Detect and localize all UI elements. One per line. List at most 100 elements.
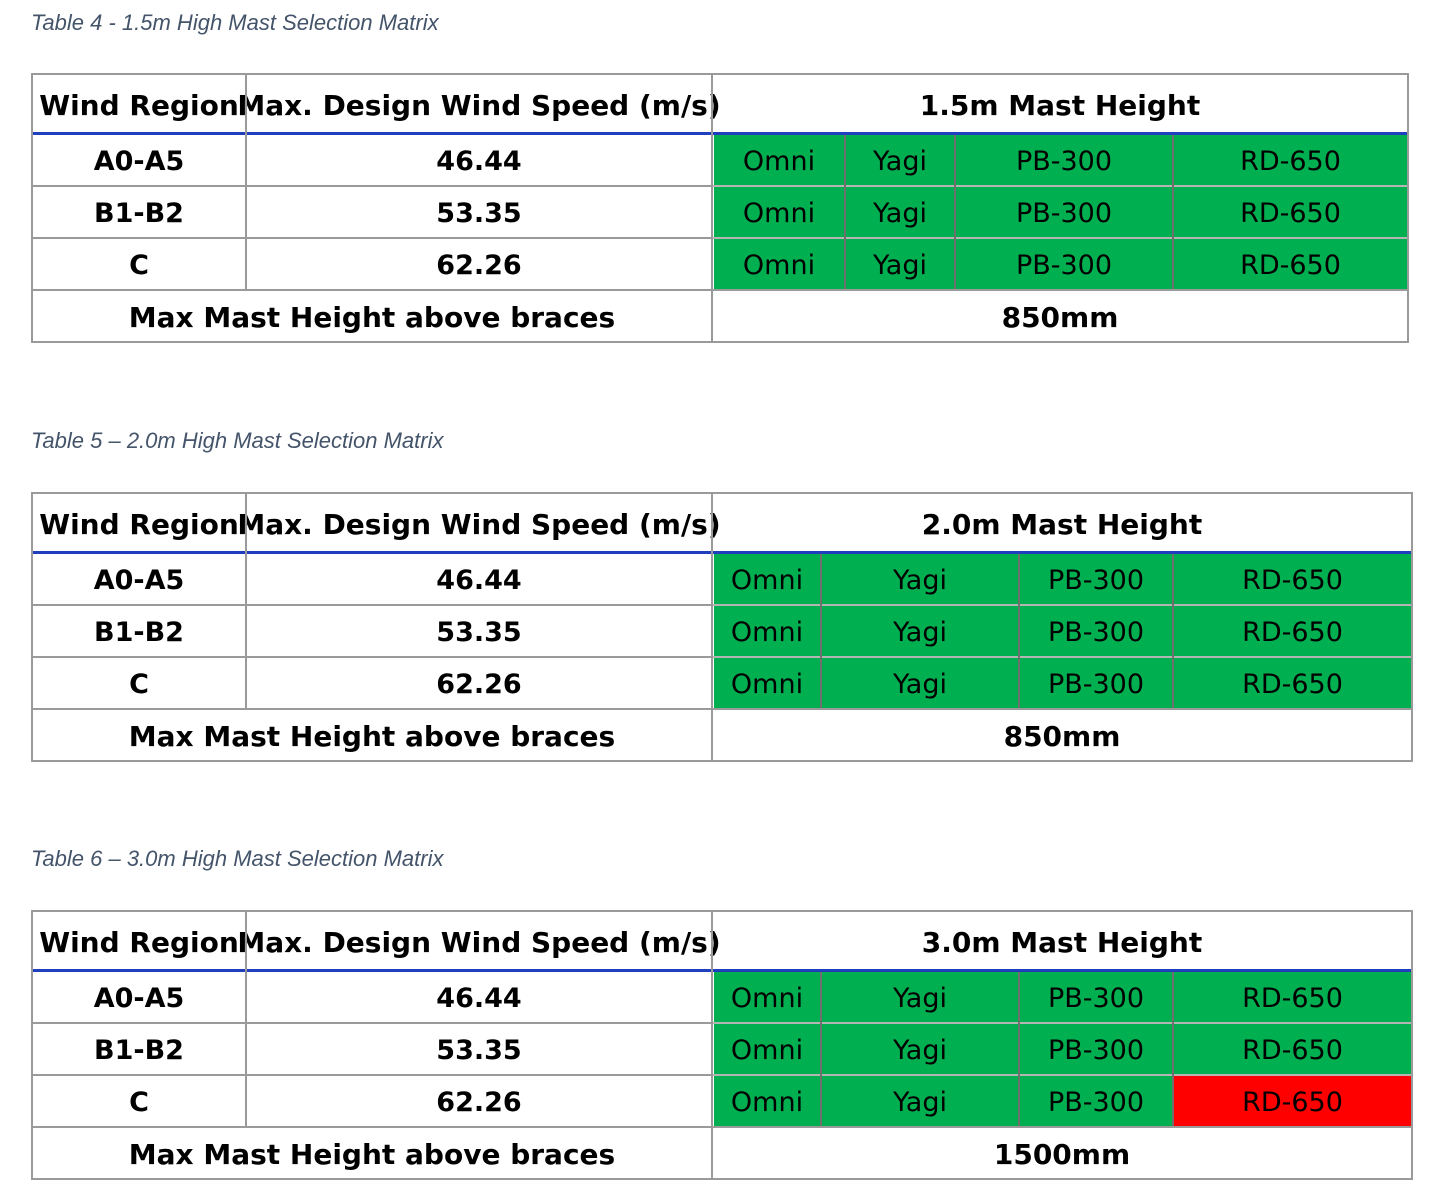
mast-selection-table: Wind Region Max. Design Wind Speed (m/s) 1… — [31, 73, 1409, 343]
column-divider — [245, 75, 247, 291]
table-row: B1-B2 53.35 Omni Yagi PB-300 RD-650 — [33, 187, 1407, 239]
header-mast-height: 3.0m Mast Height — [921, 925, 1203, 959]
antenna-column-divider — [1172, 135, 1174, 289]
header-rule — [33, 132, 1407, 135]
footer-label: Max Mast Height above braces — [128, 719, 616, 753]
footer-divider — [33, 708, 1411, 710]
row-divider — [713, 185, 1407, 187]
antenna-column-divider — [954, 135, 956, 289]
antenna-omni-cell: Omni — [714, 1024, 820, 1076]
header-max-design-wind-speed: Max. Design Wind Speed (m/s) — [237, 88, 721, 122]
header-wind-region: Wind Region — [39, 507, 239, 541]
antenna-yagi-cell: Yagi — [822, 972, 1018, 1024]
antenna-rd-650-cell: RD-650 — [1174, 135, 1407, 187]
wind-region-cell: B1-B2 — [94, 616, 184, 648]
antenna-rd-650-cell: RD-650 — [1174, 1076, 1411, 1128]
wind-speed-cell: 53.35 — [436, 1034, 522, 1066]
row-divider — [33, 185, 711, 187]
antenna-rd-650-cell: RD-650 — [1174, 554, 1411, 606]
antenna-omni-cell: Omni — [714, 1076, 820, 1128]
footer-value: 1500mm — [993, 1137, 1131, 1171]
antenna-omni-cell: Omni — [714, 972, 820, 1024]
row-divider — [713, 604, 1411, 606]
wind-speed-cell: 62.26 — [436, 249, 522, 281]
antenna-pb-300-cell: PB-300 — [1020, 1024, 1172, 1076]
column-divider — [711, 494, 713, 762]
table-row: C 62.26 Omni Yagi PB-300 RD-650 — [33, 658, 1411, 710]
row-divider — [713, 1022, 1411, 1024]
antenna-omni-cell: Omni — [714, 239, 844, 291]
row-divider — [33, 1022, 711, 1024]
wind-region-cell: C — [129, 668, 149, 700]
row-divider — [713, 1074, 1411, 1076]
antenna-pb-300-cell: PB-300 — [1020, 1076, 1172, 1128]
footer-label: Max Mast Height above braces — [128, 1137, 616, 1171]
table-row: C 62.26 Omni Yagi PB-300 RD-650 — [33, 1076, 1411, 1128]
antenna-column-divider — [1172, 972, 1174, 1126]
antenna-rd-650-cell: RD-650 — [1174, 187, 1407, 239]
antenna-pb-300-cell: PB-300 — [956, 239, 1172, 291]
header-max-design-wind-speed: Max. Design Wind Speed (m/s) — [237, 925, 721, 959]
table-row: A0-A5 46.44 Omni Yagi PB-300 RD-650 — [33, 554, 1411, 606]
wind-region-cell: A0-A5 — [93, 982, 185, 1014]
antenna-yagi-cell: Yagi — [846, 135, 954, 187]
antenna-yagi-cell: Yagi — [822, 658, 1018, 710]
antenna-column-divider — [1018, 972, 1020, 1126]
footer-divider — [33, 1126, 1411, 1128]
antenna-yagi-cell: Yagi — [846, 187, 954, 239]
footer-label: Max Mast Height above braces — [128, 300, 616, 334]
header-rule — [33, 969, 1411, 972]
antenna-pb-300-cell: PB-300 — [1020, 554, 1172, 606]
antenna-yagi-cell: Yagi — [822, 1024, 1018, 1076]
table-row: B1-B2 53.35 Omni Yagi PB-300 RD-650 — [33, 606, 1411, 658]
header-max-design-wind-speed: Max. Design Wind Speed (m/s) — [237, 507, 721, 541]
wind-speed-cell: 62.26 — [436, 668, 522, 700]
wind-region-cell: C — [129, 1086, 149, 1118]
mast-selection-table: Wind Region Max. Design Wind Speed (m/s) 2… — [31, 492, 1413, 762]
column-divider — [245, 494, 247, 710]
wind-speed-cell: 62.26 — [436, 1086, 522, 1118]
table-row: A0-A5 46.44 Omni Yagi PB-300 RD-650 — [33, 135, 1407, 187]
wind-region-cell: B1-B2 — [94, 1034, 184, 1066]
row-divider — [33, 604, 711, 606]
antenna-pb-300-cell: PB-300 — [956, 187, 1172, 239]
wind-speed-cell: 46.44 — [436, 564, 522, 596]
antenna-column-divider — [1172, 554, 1174, 708]
footer-value: 850mm — [1001, 300, 1119, 334]
column-divider — [245, 912, 247, 1128]
column-divider — [711, 912, 713, 1180]
wind-region-cell: B1-B2 — [94, 197, 184, 229]
row-divider — [713, 237, 1407, 239]
antenna-yagi-cell: Yagi — [822, 606, 1018, 658]
antenna-column-divider — [820, 554, 822, 708]
row-divider — [33, 237, 711, 239]
header-mast-height: 2.0m Mast Height — [921, 507, 1203, 541]
wind-speed-cell: 46.44 — [436, 145, 522, 177]
table-caption: Table 4 - 1.5m High Mast Selection Matri… — [31, 10, 439, 35]
header-wind-region: Wind Region — [39, 925, 239, 959]
footer-divider — [33, 289, 1407, 291]
antenna-yagi-cell: Yagi — [822, 554, 1018, 606]
antenna-rd-650-cell: RD-650 — [1174, 239, 1407, 291]
column-divider — [711, 75, 713, 343]
antenna-pb-300-cell: PB-300 — [956, 135, 1172, 187]
antenna-column-divider — [1018, 554, 1020, 708]
mast-selection-table: Wind Region Max. Design Wind Speed (m/s) 3… — [31, 910, 1413, 1180]
table-caption: Table 5 – 2.0m High Mast Selection Matri… — [31, 428, 444, 453]
table-row: B1-B2 53.35 Omni Yagi PB-300 RD-650 — [33, 1024, 1411, 1076]
wind-speed-cell: 53.35 — [436, 616, 522, 648]
footer-value: 850mm — [1003, 719, 1121, 753]
row-divider — [33, 656, 711, 658]
antenna-omni-cell: Omni — [714, 606, 820, 658]
antenna-yagi-cell: Yagi — [846, 239, 954, 291]
header-wind-region: Wind Region — [39, 88, 239, 122]
antenna-column-divider — [844, 135, 846, 289]
wind-region-cell: A0-A5 — [93, 564, 185, 596]
antenna-rd-650-cell: RD-650 — [1174, 972, 1411, 1024]
antenna-omni-cell: Omni — [714, 658, 820, 710]
wind-region-cell: A0-A5 — [93, 145, 185, 177]
antenna-rd-650-cell: RD-650 — [1174, 658, 1411, 710]
wind-speed-cell: 53.35 — [436, 197, 522, 229]
antenna-pb-300-cell: PB-300 — [1020, 972, 1172, 1024]
table-caption: Table 6 – 3.0m High Mast Selection Matri… — [31, 846, 444, 871]
